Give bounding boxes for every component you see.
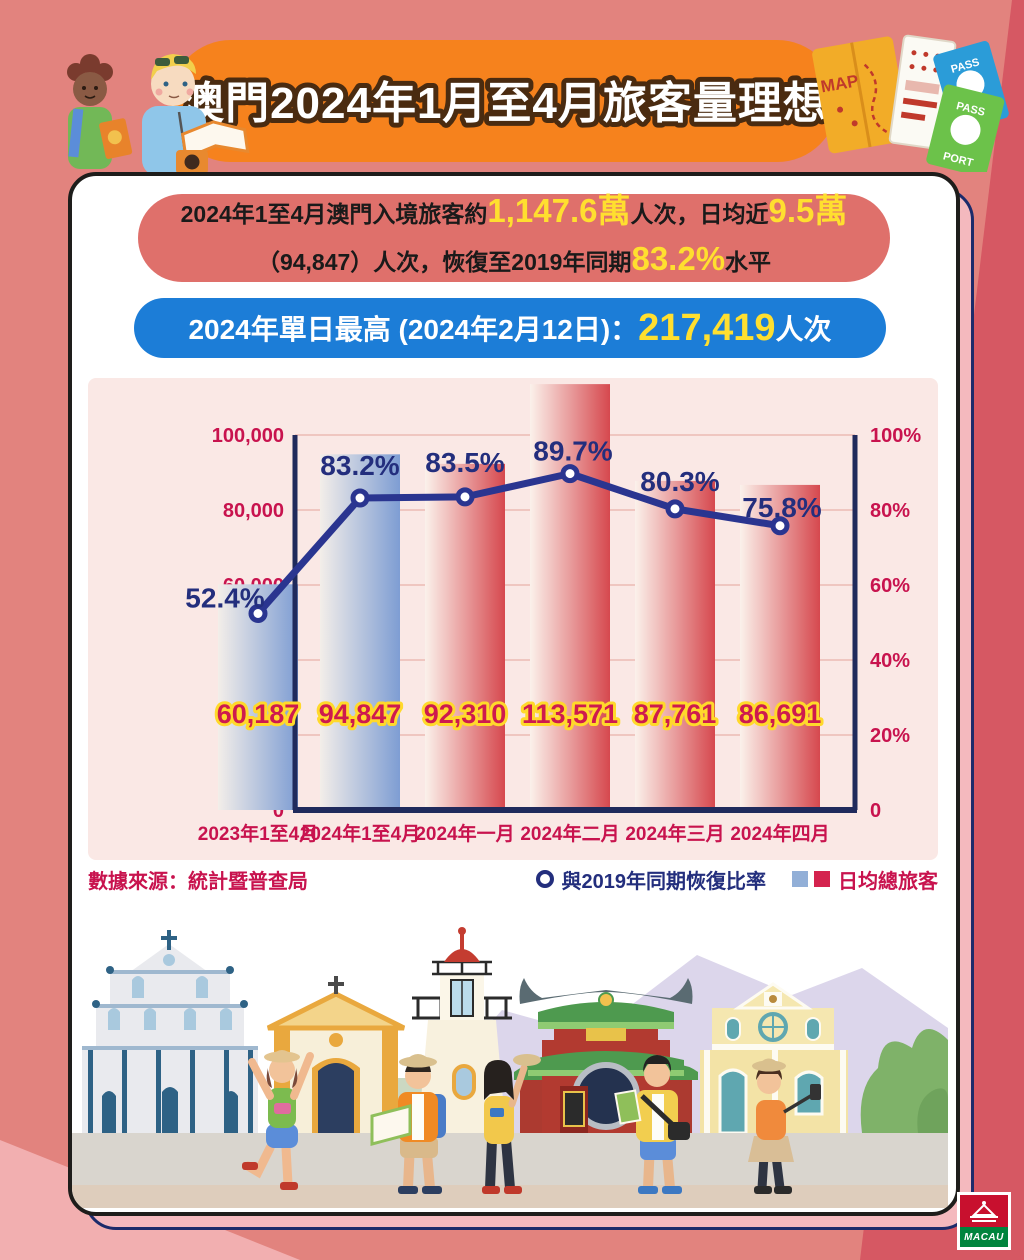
- tourist-map-man: [370, 1054, 446, 1194]
- title-banner: 澳門2024年1月至4月旅客量理想: [170, 40, 838, 162]
- content-card: 2024年1至4月澳門入境旅客約1,147.6萬人次，日均近9.5萬 （94,8…: [68, 172, 960, 1216]
- svg-text:2024年三月: 2024年三月: [625, 822, 724, 845]
- pill-text: 水平: [725, 249, 772, 275]
- tourist-selfie-girl: [748, 1058, 821, 1194]
- bar-legend-swatch-red: [814, 871, 830, 887]
- svg-text:86,691: 86,691: [739, 699, 822, 729]
- source-legend-row: 數據來源：統計暨普查局 與2019年同期恢復比率 日均總旅客: [88, 864, 938, 894]
- right-axis-ticks: 0 20% 40% 60% 80% 100%: [870, 425, 921, 822]
- svg-text:60%: 60%: [870, 575, 910, 597]
- highlight-figure: 217,419: [638, 306, 776, 349]
- guia-lighthouse: [412, 927, 512, 1133]
- chart-panel: 020,00040,00060,00080,000100,000020%40%6…: [88, 378, 938, 860]
- recovery-line-series: [248, 464, 790, 623]
- chart-legend: 與2019年同期恢復比率 日均總旅客: [535, 865, 938, 894]
- bar-legend-label: 日均總旅客: [838, 870, 938, 893]
- pill-text: 2024年1至4月澳門入境旅客約: [180, 201, 488, 227]
- svg-text:2024年1至4月: 2024年1至4月: [300, 822, 420, 845]
- svg-text:80.3%: 80.3%: [640, 466, 719, 497]
- bars: [218, 384, 820, 810]
- svg-text:20%: 20%: [870, 725, 910, 747]
- svg-text:0: 0: [870, 800, 881, 822]
- bar-2024年1至4月: [320, 454, 400, 810]
- ruins-st-pauls: [82, 930, 258, 1133]
- bar-value-labels: 60,187 94,847 92,310 113,571 87,761 86,691: [214, 696, 825, 732]
- highlight-figure: 1,147.6萬: [487, 192, 631, 229]
- svg-text:75.8%: 75.8%: [742, 492, 821, 523]
- bar-2024年二月: [530, 384, 610, 810]
- ground-lower: [72, 1185, 948, 1208]
- svg-text:52.4%: 52.4%: [185, 583, 264, 614]
- svg-text:0: 0: [273, 800, 284, 822]
- macau-tourism-logo: MACAU: [957, 1192, 1011, 1250]
- pill-text: （94,847）人次，恢復至2019年同期: [256, 249, 632, 275]
- bar-2024年三月: [635, 480, 715, 810]
- map-booklet: MAP: [812, 36, 910, 154]
- svg-text:89.7%: 89.7%: [533, 436, 612, 467]
- svg-text:60,187: 60,187: [217, 699, 300, 729]
- summary-line-1: 2024年1至4月澳門入境旅客約1,147.6萬人次，日均近9.5萬: [181, 190, 848, 238]
- tourist-map-boy: [614, 1055, 690, 1194]
- svg-text:113,571: 113,571: [522, 699, 618, 729]
- tourist-jumping-girl: [242, 1050, 314, 1190]
- summary-line-2: （94,847）人次，恢復至2019年同期83.2%水平: [257, 238, 771, 286]
- pill-text: 人次: [775, 314, 832, 345]
- svg-text:94,847: 94,847: [319, 699, 402, 729]
- svg-text:2024年一月: 2024年一月: [415, 822, 514, 845]
- svg-text:83.2%: 83.2%: [320, 450, 399, 481]
- line-legend-marker-icon: [535, 870, 554, 888]
- pill-text: 人次，日均近: [630, 201, 769, 227]
- tourist-yellow-woman: [482, 1054, 541, 1194]
- highlight-figure: 83.2%: [631, 240, 726, 277]
- travel-items-illustration: MAP PASS PORT PASS PORT: [812, 34, 1009, 172]
- bushes: [860, 1029, 948, 1133]
- svg-text:92,310: 92,310: [424, 699, 507, 729]
- passport-green: PASS PORT: [926, 84, 1005, 172]
- svg-text:2024年四月: 2024年四月: [730, 822, 829, 845]
- bar-legend-swatch-blue: [792, 871, 808, 887]
- axes: [292, 435, 858, 813]
- tourist-blond: [142, 54, 250, 176]
- pill-text: 2024年單日最高 (2024年2月12日)：: [188, 314, 639, 345]
- tourist-child: [67, 54, 133, 169]
- bar-2024年一月: [425, 463, 505, 810]
- macau-cityscape: [72, 927, 948, 1208]
- record-pill: 2024年單日最高 (2024年2月12日)： 217,419 人次: [134, 298, 886, 358]
- svg-text:2024年二月: 2024年二月: [520, 822, 619, 845]
- logo-macau-text: MACAU: [964, 1231, 1004, 1243]
- tourism-combo-chart: 020,00040,00060,00080,000100,000020%40%6…: [185, 384, 921, 845]
- data-source: 數據來源：統計暨普查局: [88, 870, 308, 893]
- svg-text:83.5%: 83.5%: [425, 447, 504, 478]
- line-legend-label: 與2019年同期恢復比率: [561, 870, 767, 893]
- svg-text:40%: 40%: [870, 650, 910, 672]
- svg-text:2023年1至4月: 2023年1至4月: [198, 822, 318, 845]
- svg-text:80%: 80%: [870, 500, 910, 522]
- svg-text:87,761: 87,761: [634, 699, 717, 729]
- svg-text:80,000: 80,000: [223, 500, 284, 522]
- tourists-illustration: [67, 54, 250, 176]
- logo-ruins-icon: [960, 1195, 1008, 1227]
- svg-text:100,000: 100,000: [212, 425, 284, 447]
- page-title: 澳門2024年1月至4月旅客量理想: [180, 79, 828, 128]
- svg-text:100%: 100%: [870, 425, 921, 447]
- bar-2024年四月: [740, 484, 820, 810]
- highlight-figure: 9.5萬: [768, 192, 848, 229]
- summary-pill: 2024年1至4月澳門入境旅客約1,147.6萬人次，日均近9.5萬 （94,8…: [138, 192, 890, 282]
- line-point-labels: 52.4% 83.2% 83.5% 89.7% 80.3% 75.8%: [185, 436, 821, 614]
